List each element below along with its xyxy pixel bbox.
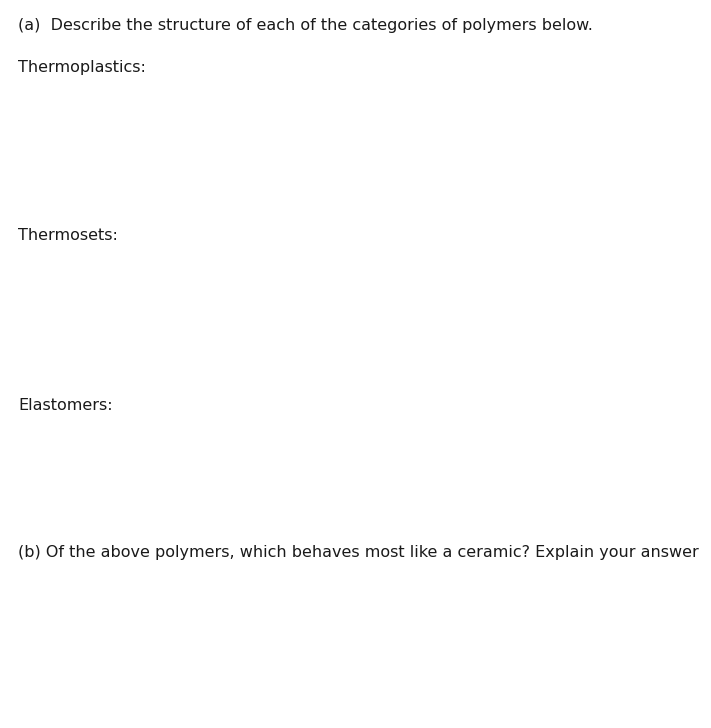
Text: (b) Of the above polymers, which behaves most like a ceramic? Explain your answe: (b) Of the above polymers, which behaves… [18,545,699,560]
Text: (a)  Describe the structure of each of the categories of polymers below.: (a) Describe the structure of each of th… [18,18,593,33]
Text: Elastomers:: Elastomers: [18,398,112,413]
Text: Thermoplastics:: Thermoplastics: [18,60,146,75]
Text: Thermosets:: Thermosets: [18,228,118,243]
